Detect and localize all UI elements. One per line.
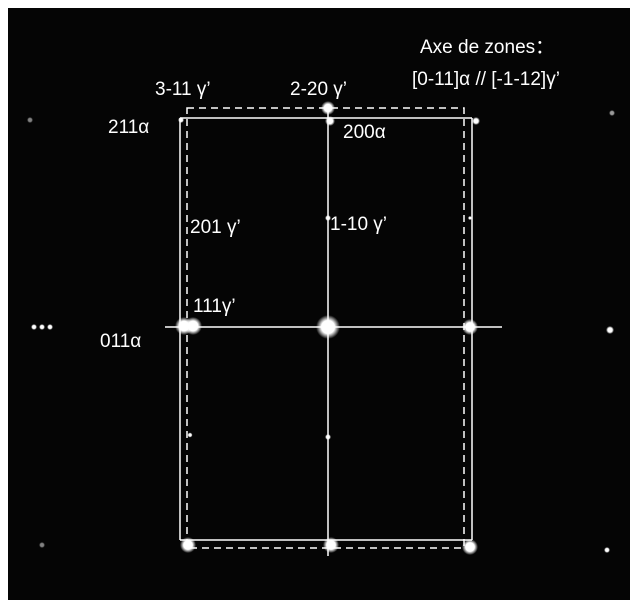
spot <box>27 117 33 123</box>
spot <box>606 326 614 334</box>
spot-label: 2-20 γ’ <box>290 79 347 100</box>
spot <box>472 117 480 125</box>
spot <box>39 324 45 330</box>
spot-label: 011α <box>100 331 141 352</box>
image-background <box>8 8 630 600</box>
dashed-lattice <box>186 107 465 549</box>
spot <box>609 110 615 116</box>
spot <box>323 537 339 553</box>
spot <box>47 324 53 330</box>
spot <box>39 542 45 548</box>
spot-label: 3-11 γ’ <box>155 79 211 100</box>
spot <box>462 539 478 555</box>
spot <box>604 547 610 553</box>
spot-label: 200α <box>343 122 386 143</box>
spot <box>468 216 472 220</box>
spot <box>31 324 37 330</box>
spot-label: 1-10 γ’ <box>330 214 387 235</box>
spot-label: 201 γ’ <box>190 217 241 238</box>
zone-axis-title: Axe de zones： <box>420 37 554 58</box>
spot-label: 211α <box>108 117 149 138</box>
spot <box>184 317 202 335</box>
solid-lattice <box>165 108 502 556</box>
zone-axis: [0-11]α // [-1-12]γ’ <box>412 69 560 90</box>
spot-label: 111γ’ <box>193 296 236 317</box>
spot <box>187 432 193 438</box>
spot <box>180 537 196 553</box>
